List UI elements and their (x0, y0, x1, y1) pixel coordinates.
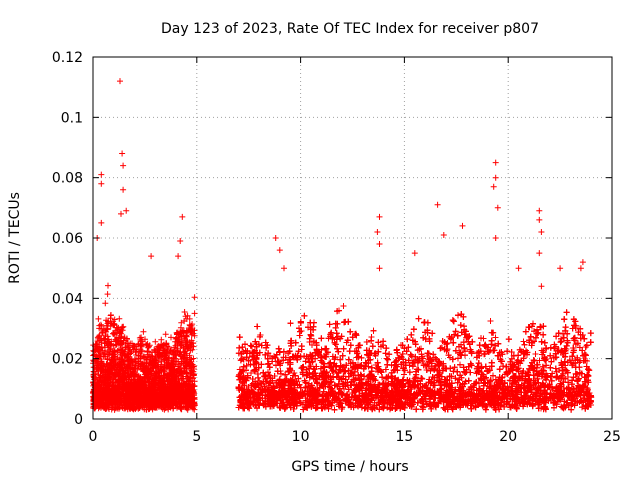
roti-point (152, 338, 159, 345)
y-axis-label: ROTI / TECUs (7, 192, 23, 284)
roti-point (102, 300, 109, 307)
roti-point (104, 291, 111, 298)
data-points (90, 78, 595, 413)
chart-title: Day 123 of 2023, Rate Of TEC Index for r… (161, 21, 539, 37)
x-axis-label: GPS time / hours (291, 459, 408, 475)
roti-point (140, 328, 147, 335)
